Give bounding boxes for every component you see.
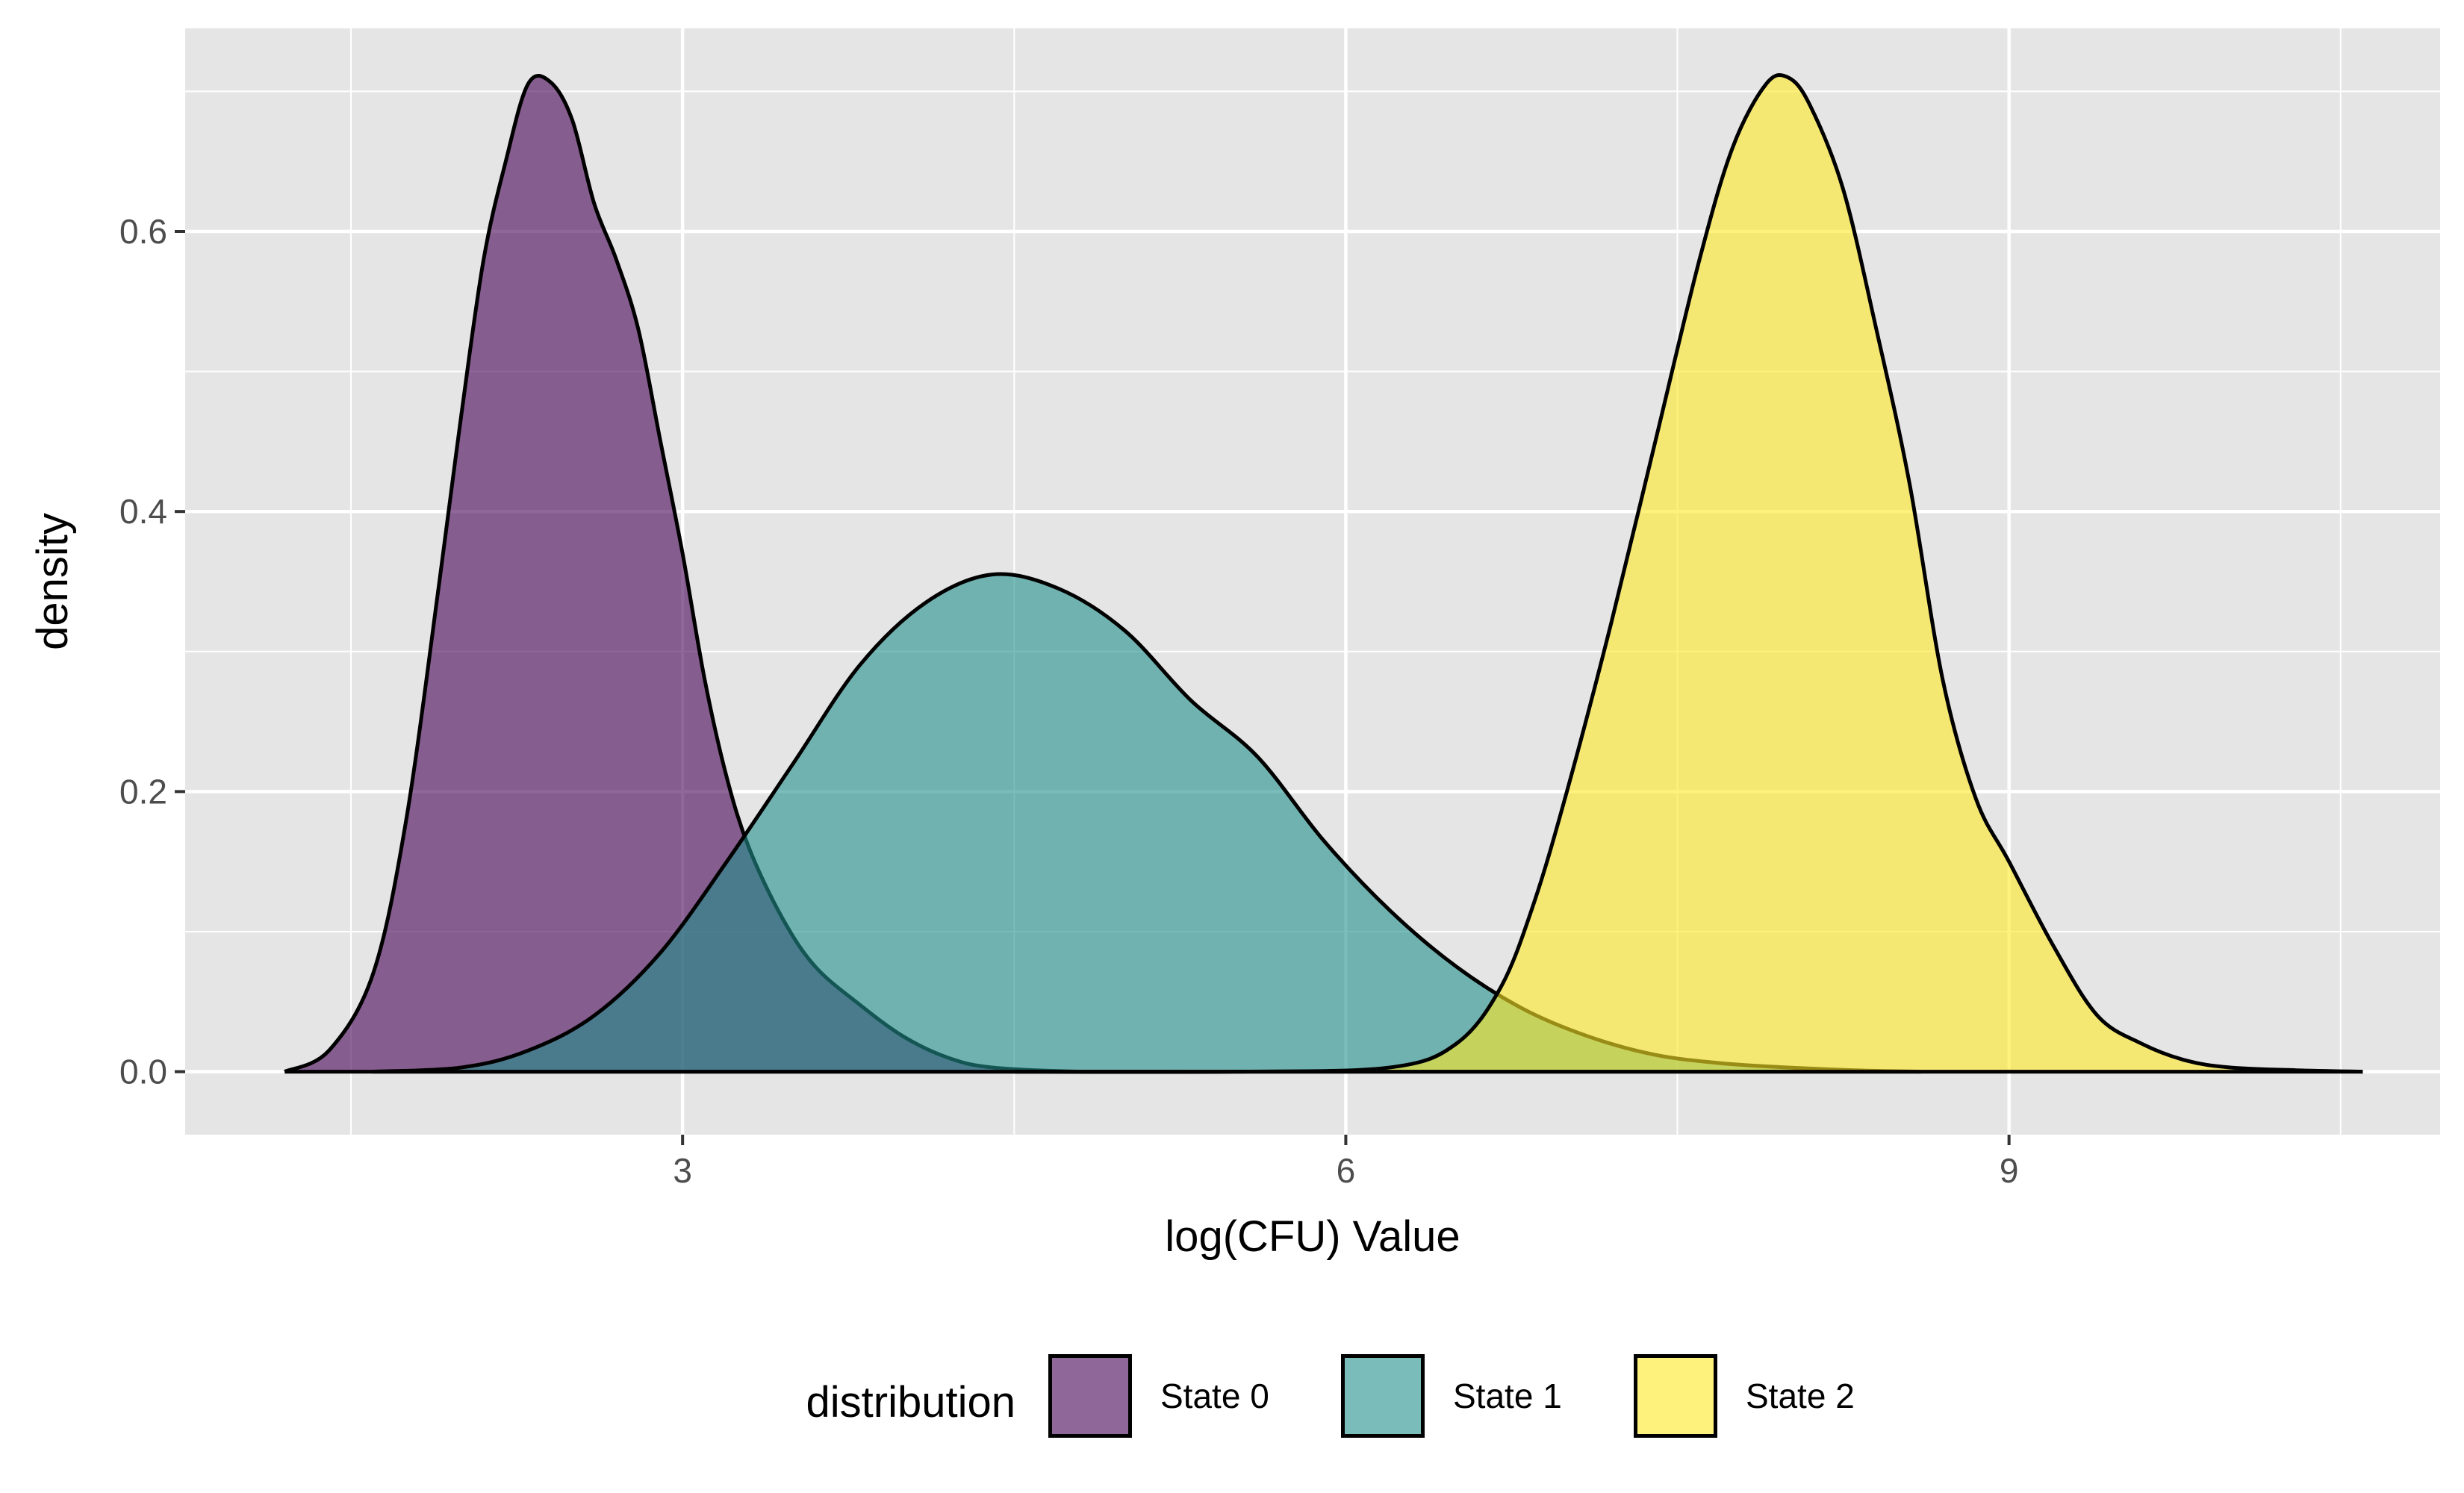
- x-tick-label: 9: [2000, 1151, 2019, 1190]
- density-areas: [284, 72, 2363, 1074]
- density-area-state-1: [373, 574, 1921, 1072]
- y-tick-label: 0.2: [119, 772, 167, 811]
- axes: 3 6 9 0.0 0.2 0.4 0.6: [119, 212, 2018, 1190]
- legend-title: distribution: [806, 1378, 1015, 1427]
- density-outline-state-2: [1014, 72, 2363, 1074]
- legend-label-state-0: State 0: [1160, 1377, 1269, 1415]
- legend: distribution State 0 State 1 State 2: [806, 1354, 1855, 1438]
- density-area-state-0: [284, 75, 1169, 1072]
- x-axis-title: log(CFU) Value: [1165, 1212, 1460, 1261]
- y-tick-label: 0.4: [119, 492, 167, 531]
- legend-key-state-1: [1341, 1354, 1425, 1438]
- legend-key-state-0: [1048, 1354, 1132, 1438]
- x-tick-label: 3: [673, 1151, 692, 1190]
- density-area-state-2: [1014, 75, 2363, 1072]
- y-tick-label: 0.6: [119, 212, 167, 251]
- y-tick-label: 0.0: [119, 1053, 167, 1091]
- legend-key-state-2: [1634, 1354, 1717, 1438]
- legend-label-state-1: State 1: [1453, 1377, 1562, 1415]
- y-axis-title: density: [28, 513, 77, 650]
- legend-label-state-2: State 2: [1746, 1377, 1855, 1415]
- x-tick-label: 6: [1337, 1151, 1356, 1190]
